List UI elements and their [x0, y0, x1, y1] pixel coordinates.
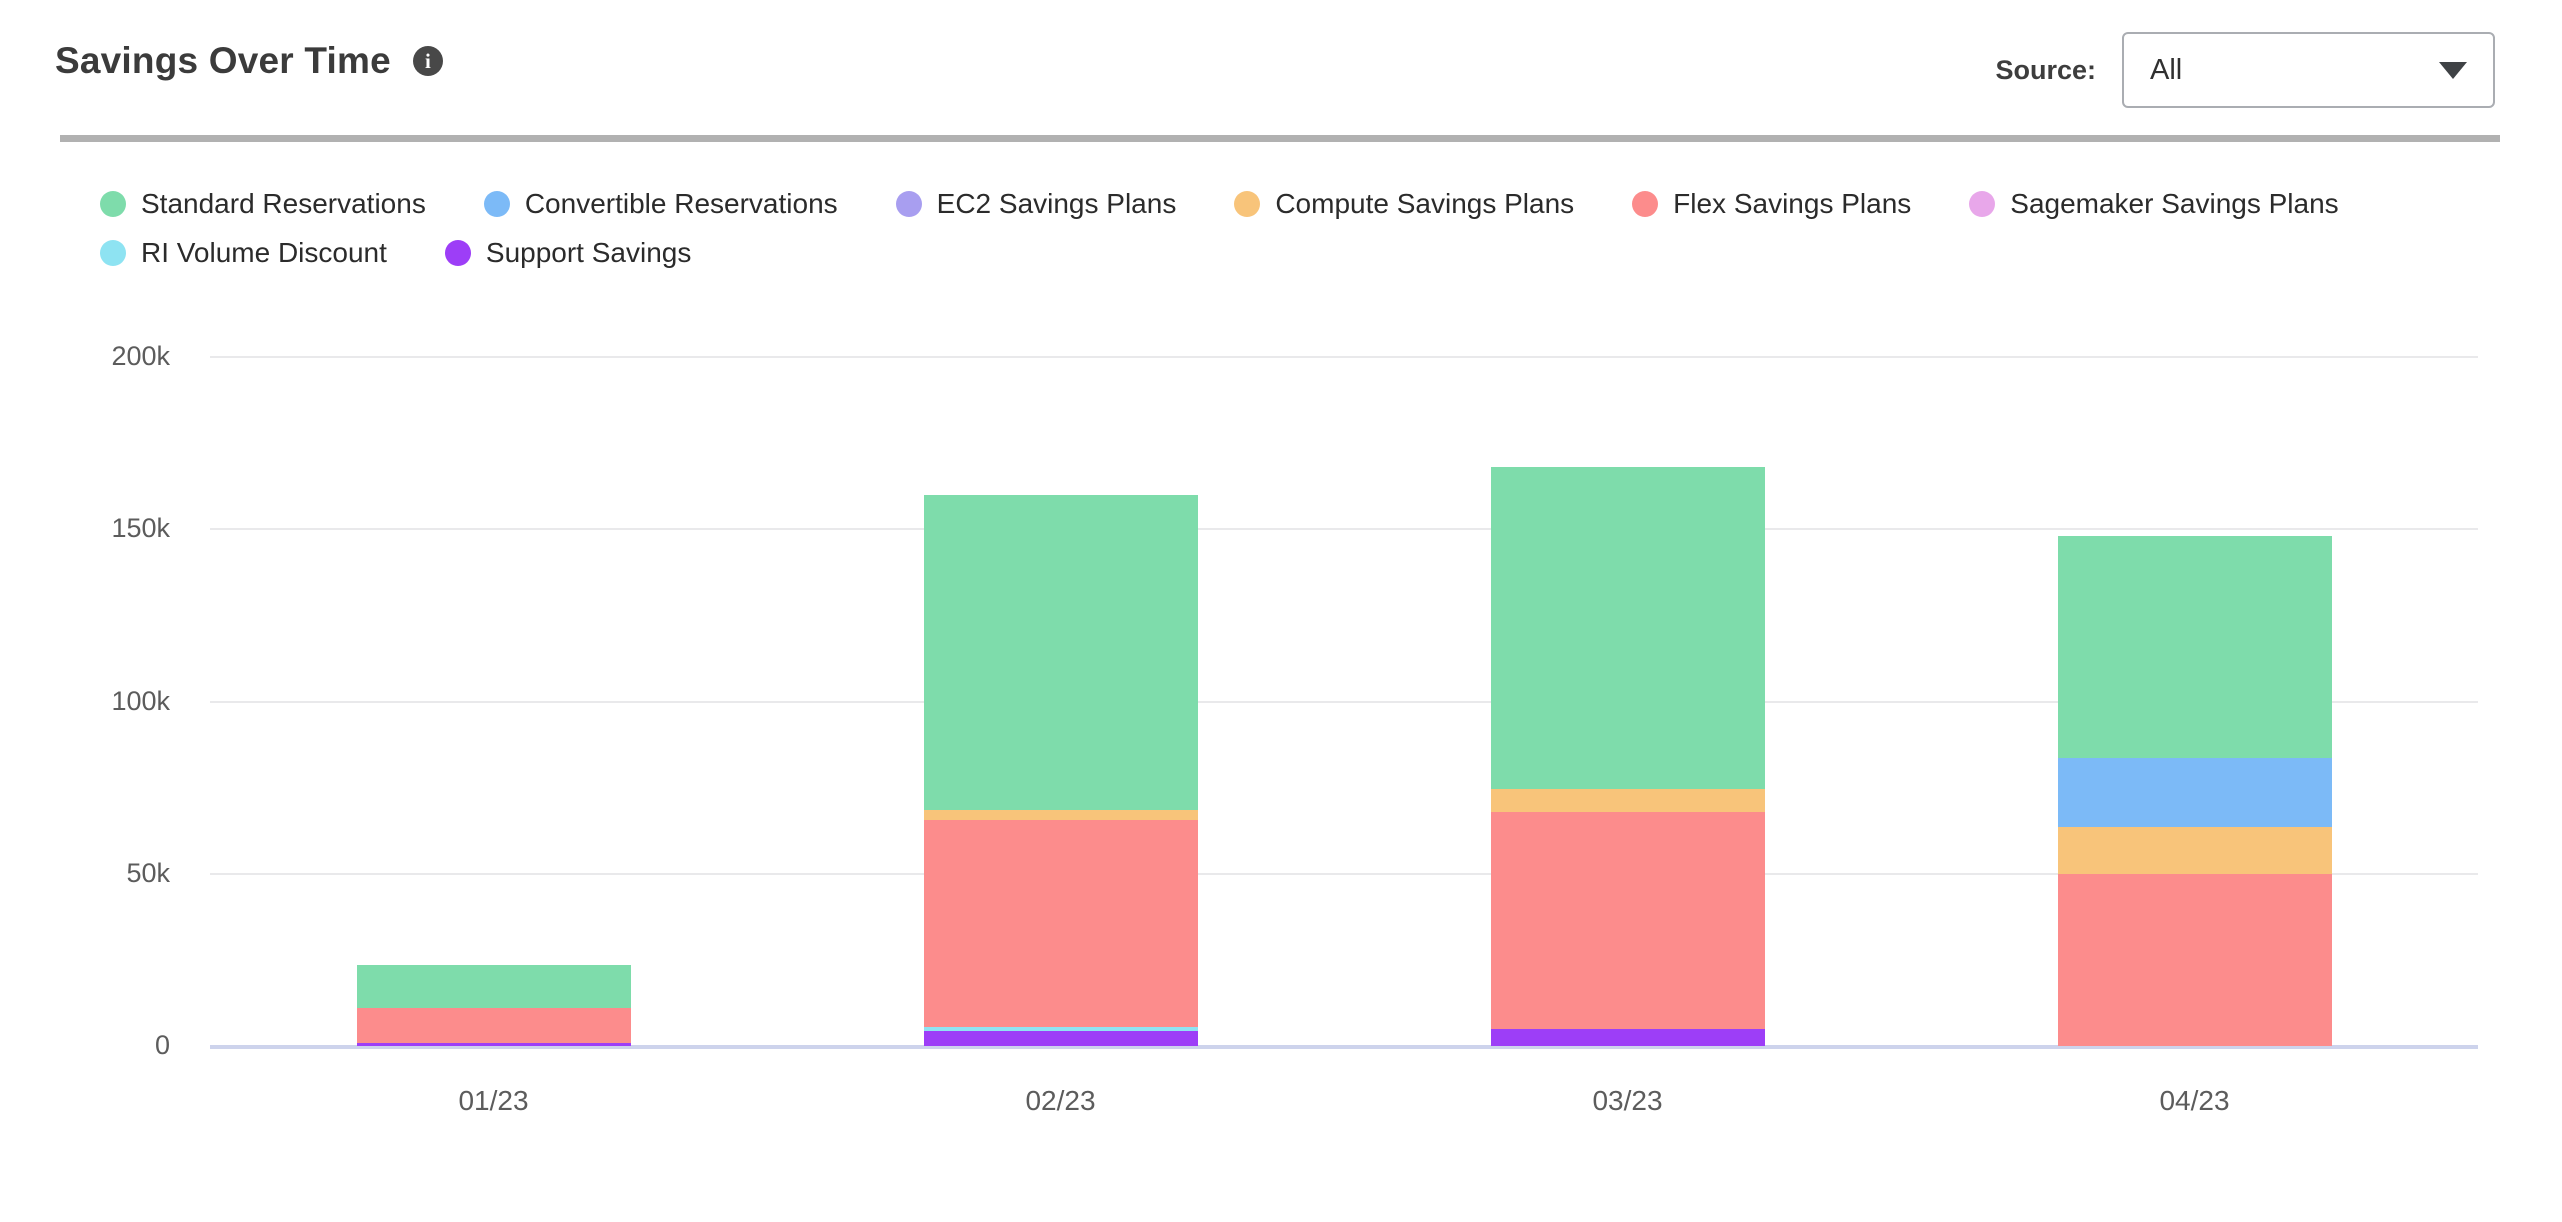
gridline-200k: [210, 356, 2478, 358]
plot-area: [210, 356, 2478, 1049]
legend: Standard Reservations Convertible Reserva…: [100, 186, 2420, 270]
info-icon[interactable]: i: [412, 46, 443, 76]
stacked-bar-04-23: [2057, 357, 2332, 1046]
legend-dot-icon: [1969, 190, 1996, 217]
legend-item-sagemaker-savings-plans[interactable]: Sagemaker Savings Plans: [1969, 186, 2339, 221]
gridline-100k: [210, 700, 2478, 703]
legend-dot-icon: [1234, 190, 1261, 217]
bar-segment-03-23-support-savings[interactable]: [1490, 1028, 1765, 1046]
legend-item-ri-volume-discount[interactable]: RI Volume Discount: [100, 235, 387, 270]
gridline-50k: [210, 872, 2478, 875]
legend-item-standard-reservations[interactable]: Standard Reservations: [100, 186, 426, 221]
bar-segment-02-23-compute-savings-plans[interactable]: [923, 810, 1198, 821]
legend-dot-icon: [100, 239, 126, 266]
source-dropdown-value: All: [2150, 53, 2183, 86]
legend-item-support-savings[interactable]: Support Savings: [444, 235, 692, 270]
bar-segment-01-23-flex-savings-plans[interactable]: [356, 1008, 631, 1043]
x-axis-tick-03-23: 03/23: [1592, 1085, 1663, 1116]
legend-item-label: Convertible Reservations: [524, 187, 838, 219]
bar-segment-03-23-flex-savings-plans[interactable]: [1490, 811, 1765, 1029]
legend-item-compute-savings-plans[interactable]: Compute Savings Plans: [1234, 186, 1574, 221]
legend-item-convertible-reservations[interactable]: Convertible Reservations: [483, 186, 838, 221]
source-dropdown[interactable]: All: [2122, 32, 2495, 108]
legend-item-label: Support Savings: [485, 236, 692, 268]
y-axis-tick-200k: 200k: [111, 341, 170, 371]
stacked-bar-02-23: [923, 357, 1198, 1046]
bar-segment-03-23-standard-reservations[interactable]: [1490, 467, 1765, 790]
bar-segment-02-23-ri-volume-discount[interactable]: [923, 1027, 1198, 1031]
source-filter: Source: All: [1995, 32, 2495, 108]
y-axis-tick-50k: 50k: [126, 857, 170, 888]
bar-segment-04-23-convertible-reservations[interactable]: [2057, 758, 2332, 828]
source-label: Source:: [1995, 54, 2096, 85]
x-axis-tick-02-23: 02/23: [1025, 1085, 1096, 1116]
header-divider: [60, 135, 2500, 142]
x-axis-line: [210, 1045, 2478, 1049]
bar-segment-02-23-support-savings[interactable]: [923, 1030, 1198, 1046]
chevron-down-icon: [2439, 61, 2467, 79]
bar-segment-02-23-flex-savings-plans[interactable]: [923, 820, 1198, 1028]
bar-segment-02-23-standard-reservations[interactable]: [923, 494, 1198, 811]
bar-segment-04-23-compute-savings-plans[interactable]: [2057, 827, 2332, 874]
bar-segment-04-23-flex-savings-plans[interactable]: [2057, 873, 2332, 1046]
x-axis-tick-04-23: 04/23: [2159, 1085, 2230, 1116]
y-axis-tick-100k: 100k: [111, 685, 170, 716]
legend-item-label: Compute Savings Plans: [1275, 187, 1575, 219]
bar-segment-04-23-standard-reservations[interactable]: [2057, 536, 2332, 759]
legend-dot-icon: [444, 239, 471, 266]
legend-dot-icon: [100, 190, 126, 217]
y-axis-tick-150k: 150k: [111, 513, 170, 544]
legend-item-ec2-savings-plans[interactable]: EC2 Savings Plans: [895, 186, 1177, 221]
stacked-bar-01-23: [356, 357, 631, 1046]
legend-dot-icon: [483, 190, 510, 217]
bar-segment-01-23-standard-reservations[interactable]: [356, 965, 631, 1009]
title-group: Savings Over Time i: [55, 40, 443, 82]
legend-item-flex-savings-plans[interactable]: Flex Savings Plans: [1632, 186, 1911, 221]
y-axis-tick-0: 0: [154, 1030, 170, 1060]
gridline-150k: [210, 528, 2478, 531]
legend-item-label: RI Volume Discount: [141, 236, 387, 268]
legend-dot-icon: [895, 190, 922, 217]
legend-item-label: Flex Savings Plans: [1673, 187, 1912, 219]
page-title: Savings Over Time: [55, 40, 391, 81]
x-axis-tick-01-23: 01/23: [458, 1085, 529, 1116]
legend-item-label: Standard Reservations: [141, 187, 426, 219]
bar-segment-03-23-compute-savings-plans[interactable]: [1490, 789, 1765, 812]
bar-segment-01-23-support-savings[interactable]: [356, 1042, 631, 1046]
legend-dot-icon: [1632, 190, 1659, 217]
stacked-bar-03-23: [1490, 357, 1765, 1046]
legend-item-label: EC2 Savings Plans: [936, 187, 1177, 219]
legend-item-label: Sagemaker Savings Plans: [2010, 187, 2339, 219]
header: Savings Over Time i Source: All: [0, 0, 2562, 135]
